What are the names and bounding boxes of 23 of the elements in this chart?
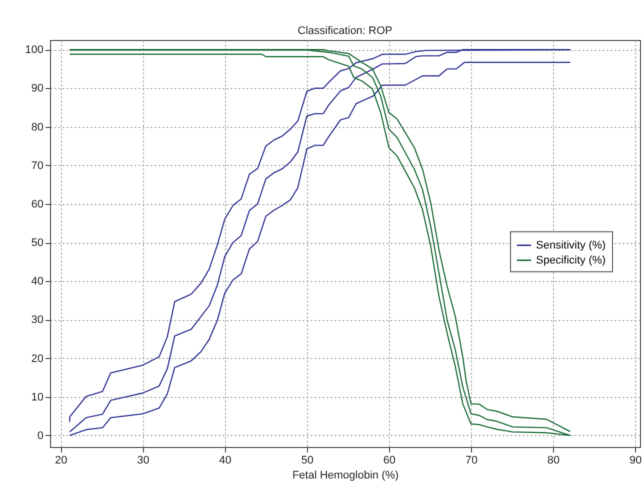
x-tick-label: 50 — [301, 454, 314, 466]
y-tick-label: 80 — [31, 121, 44, 134]
x-tick-label: 30 — [137, 454, 150, 466]
y-tick-label: 30 — [31, 314, 44, 326]
y-tick-label: 100 — [25, 44, 44, 56]
chart-title: Classification: ROP — [298, 25, 392, 37]
y-tick-label: 40 — [31, 276, 44, 288]
x-tick-label: 90 — [629, 454, 642, 466]
legend-label: Sensitivity (%) — [536, 239, 606, 252]
y-tick-label: 90 — [31, 82, 44, 95]
y-tick-label: 20 — [31, 352, 44, 365]
x-tick-label: 40 — [219, 454, 232, 466]
x-tick-label: 70 — [465, 454, 478, 466]
y-tick-label: 10 — [31, 391, 44, 404]
legend-label: Specificity (%) — [536, 254, 606, 266]
x-tick-label: 60 — [383, 454, 396, 466]
x-tick-label: 80 — [547, 454, 560, 466]
y-tick-label: 50 — [31, 237, 44, 250]
y-tick-label: 70 — [31, 160, 44, 172]
y-tick-label: 0 — [37, 430, 44, 442]
x-tick-label: 20 — [55, 454, 68, 466]
x-axis-title: Fetal Hemoglobin (%) — [292, 470, 399, 482]
y-tick-label: 60 — [31, 198, 44, 210]
